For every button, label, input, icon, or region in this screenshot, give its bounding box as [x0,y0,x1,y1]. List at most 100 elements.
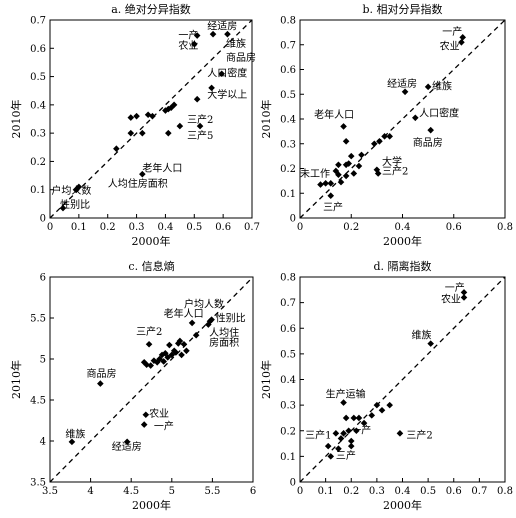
data-point [342,172,350,180]
data-point [340,123,347,130]
data-point [162,107,169,114]
data-point [208,316,215,323]
data-point [127,129,135,137]
y-tick-label: 0.6 [280,324,296,335]
y-tick-label: 0.1 [30,185,46,196]
data-point [224,30,231,38]
data-point [459,34,467,41]
y-tick-label: 4.5 [30,396,46,407]
data-point [190,40,198,48]
reference-line [299,19,506,219]
data-point [140,358,148,366]
point-annotation: 三产 [323,201,343,214]
data-point [149,112,156,120]
data-point [317,181,324,188]
x-tick-label: 0.2 [100,222,116,233]
y-tick-label: 0.1 [280,189,296,200]
data-point [113,145,120,152]
x-tick-label: 4.5 [123,486,139,497]
point-annotation: 生产运输 [326,387,366,400]
point-annotation: 老年人口 [314,108,354,121]
point-annotation: 一产 [442,25,462,38]
data-point [140,421,148,428]
data-point [143,361,150,369]
y-axis-label: 2010年 [259,100,273,139]
x-tick-label: 0.2 [343,486,359,497]
data-point [166,341,173,349]
data-point [327,192,335,200]
data-point [192,331,200,339]
y-tick-label: 3.5 [30,478,46,489]
x-tick-label: 0.8 [497,222,513,233]
y-tick-label: 5 [40,355,46,366]
point-annotation: 三产2 [187,113,213,126]
data-point [147,362,154,369]
data-point [427,340,434,347]
y-tick-label: 0.7 [280,298,296,309]
x-tick-label: 0.7 [244,222,260,233]
x-tick-label: 0.1 [71,222,87,233]
data-point [355,162,363,170]
point-annotation: 一产 [178,28,198,41]
point-annotation: 人口密度 [207,67,247,80]
chart-title: d. 隔离指数 [373,259,431,273]
data-point [355,414,363,422]
point-annotation: 房面积 [209,336,239,349]
data-point [376,137,383,145]
data-point [340,430,347,437]
point-annotation: 人均住房面积 [108,177,168,190]
x-tick-label: 0.1 [318,486,334,497]
y-tick-label: 0.2 [280,426,296,437]
point-annotation: 户均人数 [184,297,224,310]
x-tick-label: 0 [297,222,303,233]
data-point [178,351,185,359]
y-axis-label: 2010年 [259,360,273,399]
data-point [75,183,83,191]
point-annotation: 维族 [432,79,452,92]
point-annotation: 农业 [441,293,461,306]
data-point [373,166,381,174]
x-tick-label: 0.4 [395,222,411,233]
point-annotation: 一产 [351,423,371,436]
x-tick-label: 5 [169,486,175,497]
point-annotation: 维族 [411,329,431,342]
data-point [174,340,182,347]
point-annotation: 三产 [336,449,356,462]
point-annotation: 老年人口 [142,161,182,174]
data-point [412,114,419,122]
y-tick-label: 0.6 [30,44,46,55]
data-point [327,180,335,187]
x-tick-label: 0.6 [446,222,462,233]
data-point [142,411,150,419]
x-tick-label: 0.8 [497,486,513,497]
chart-panel-0: a. 绝对分异指数 0 0.1 0.2 0.3 0.4 0.5 0.6 0.7 0 0.1 0.2 0.… [9,2,260,248]
chart-panel-3: d. 隔离指数 0 0.1 0.2 0.3 0.4 0.5 0.6 0.7 0.8 0 0.1 0.2 0… [259,259,513,512]
y-tick-label: 0.4 [30,100,46,111]
y-tick-label: 0.3 [280,401,296,412]
x-tick-label: 0.2 [343,222,359,233]
data-point [133,112,140,120]
x-axis-label: 2000年 [383,234,422,248]
plot-frame [49,276,254,483]
data-point [322,180,329,187]
x-tick-label: 0.5 [420,486,436,497]
x-tick-label: 6 [250,486,256,497]
x-axis-label: 2000年 [132,498,171,512]
data-point [342,137,350,145]
data-point [386,401,393,409]
data-point [188,319,196,327]
data-point [424,83,432,91]
data-point [373,401,381,409]
point-annotation: 农业 [178,39,198,52]
data-point [350,170,358,177]
point-annotation: 大学以上 [207,88,247,101]
reference-line [299,276,506,483]
y-tick-label: 0.3 [30,129,46,140]
data-point [139,170,146,178]
point-annotation: 经适房 [112,440,142,453]
x-tick-label: 0.3 [129,222,145,233]
data-point [180,340,188,348]
data-point [347,442,355,450]
data-point [156,355,163,363]
